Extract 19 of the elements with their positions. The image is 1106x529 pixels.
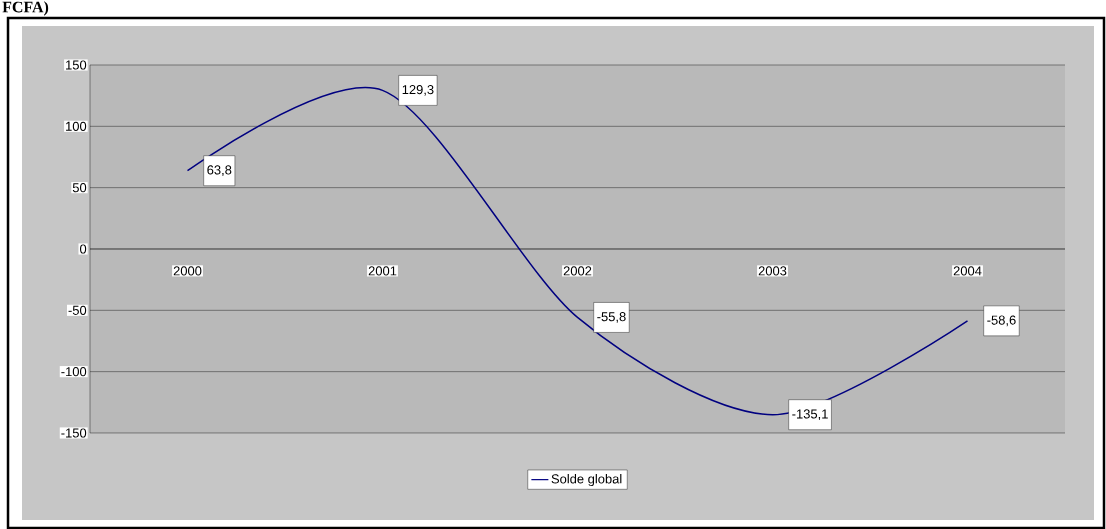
y-tick-label: -150: [61, 428, 87, 438]
y-tick-label: 150: [66, 60, 87, 70]
x-tick-label: 2000: [173, 266, 202, 276]
y-tick-label: 50: [72, 183, 87, 193]
y-tick-label: -100: [61, 367, 87, 377]
y-tick-label: 0: [79, 244, 87, 254]
x-tick-label: 2004: [953, 266, 982, 276]
x-tick-label: 2001: [368, 266, 397, 276]
y-tick-label: 100: [66, 121, 87, 131]
y-tick-label: -50: [68, 305, 87, 315]
data-label: -55,8: [597, 312, 626, 323]
legend-label: Solde global: [551, 473, 622, 487]
chart-title: FCFA): [2, 1, 49, 16]
data-label: 129,3: [402, 85, 434, 96]
data-label: 63,8: [207, 165, 232, 177]
data-label: -135,1: [792, 409, 828, 421]
data-label: -58,6: [987, 315, 1016, 327]
x-tick-label: 2002: [563, 266, 592, 276]
x-tick-label: 2003: [758, 266, 787, 276]
